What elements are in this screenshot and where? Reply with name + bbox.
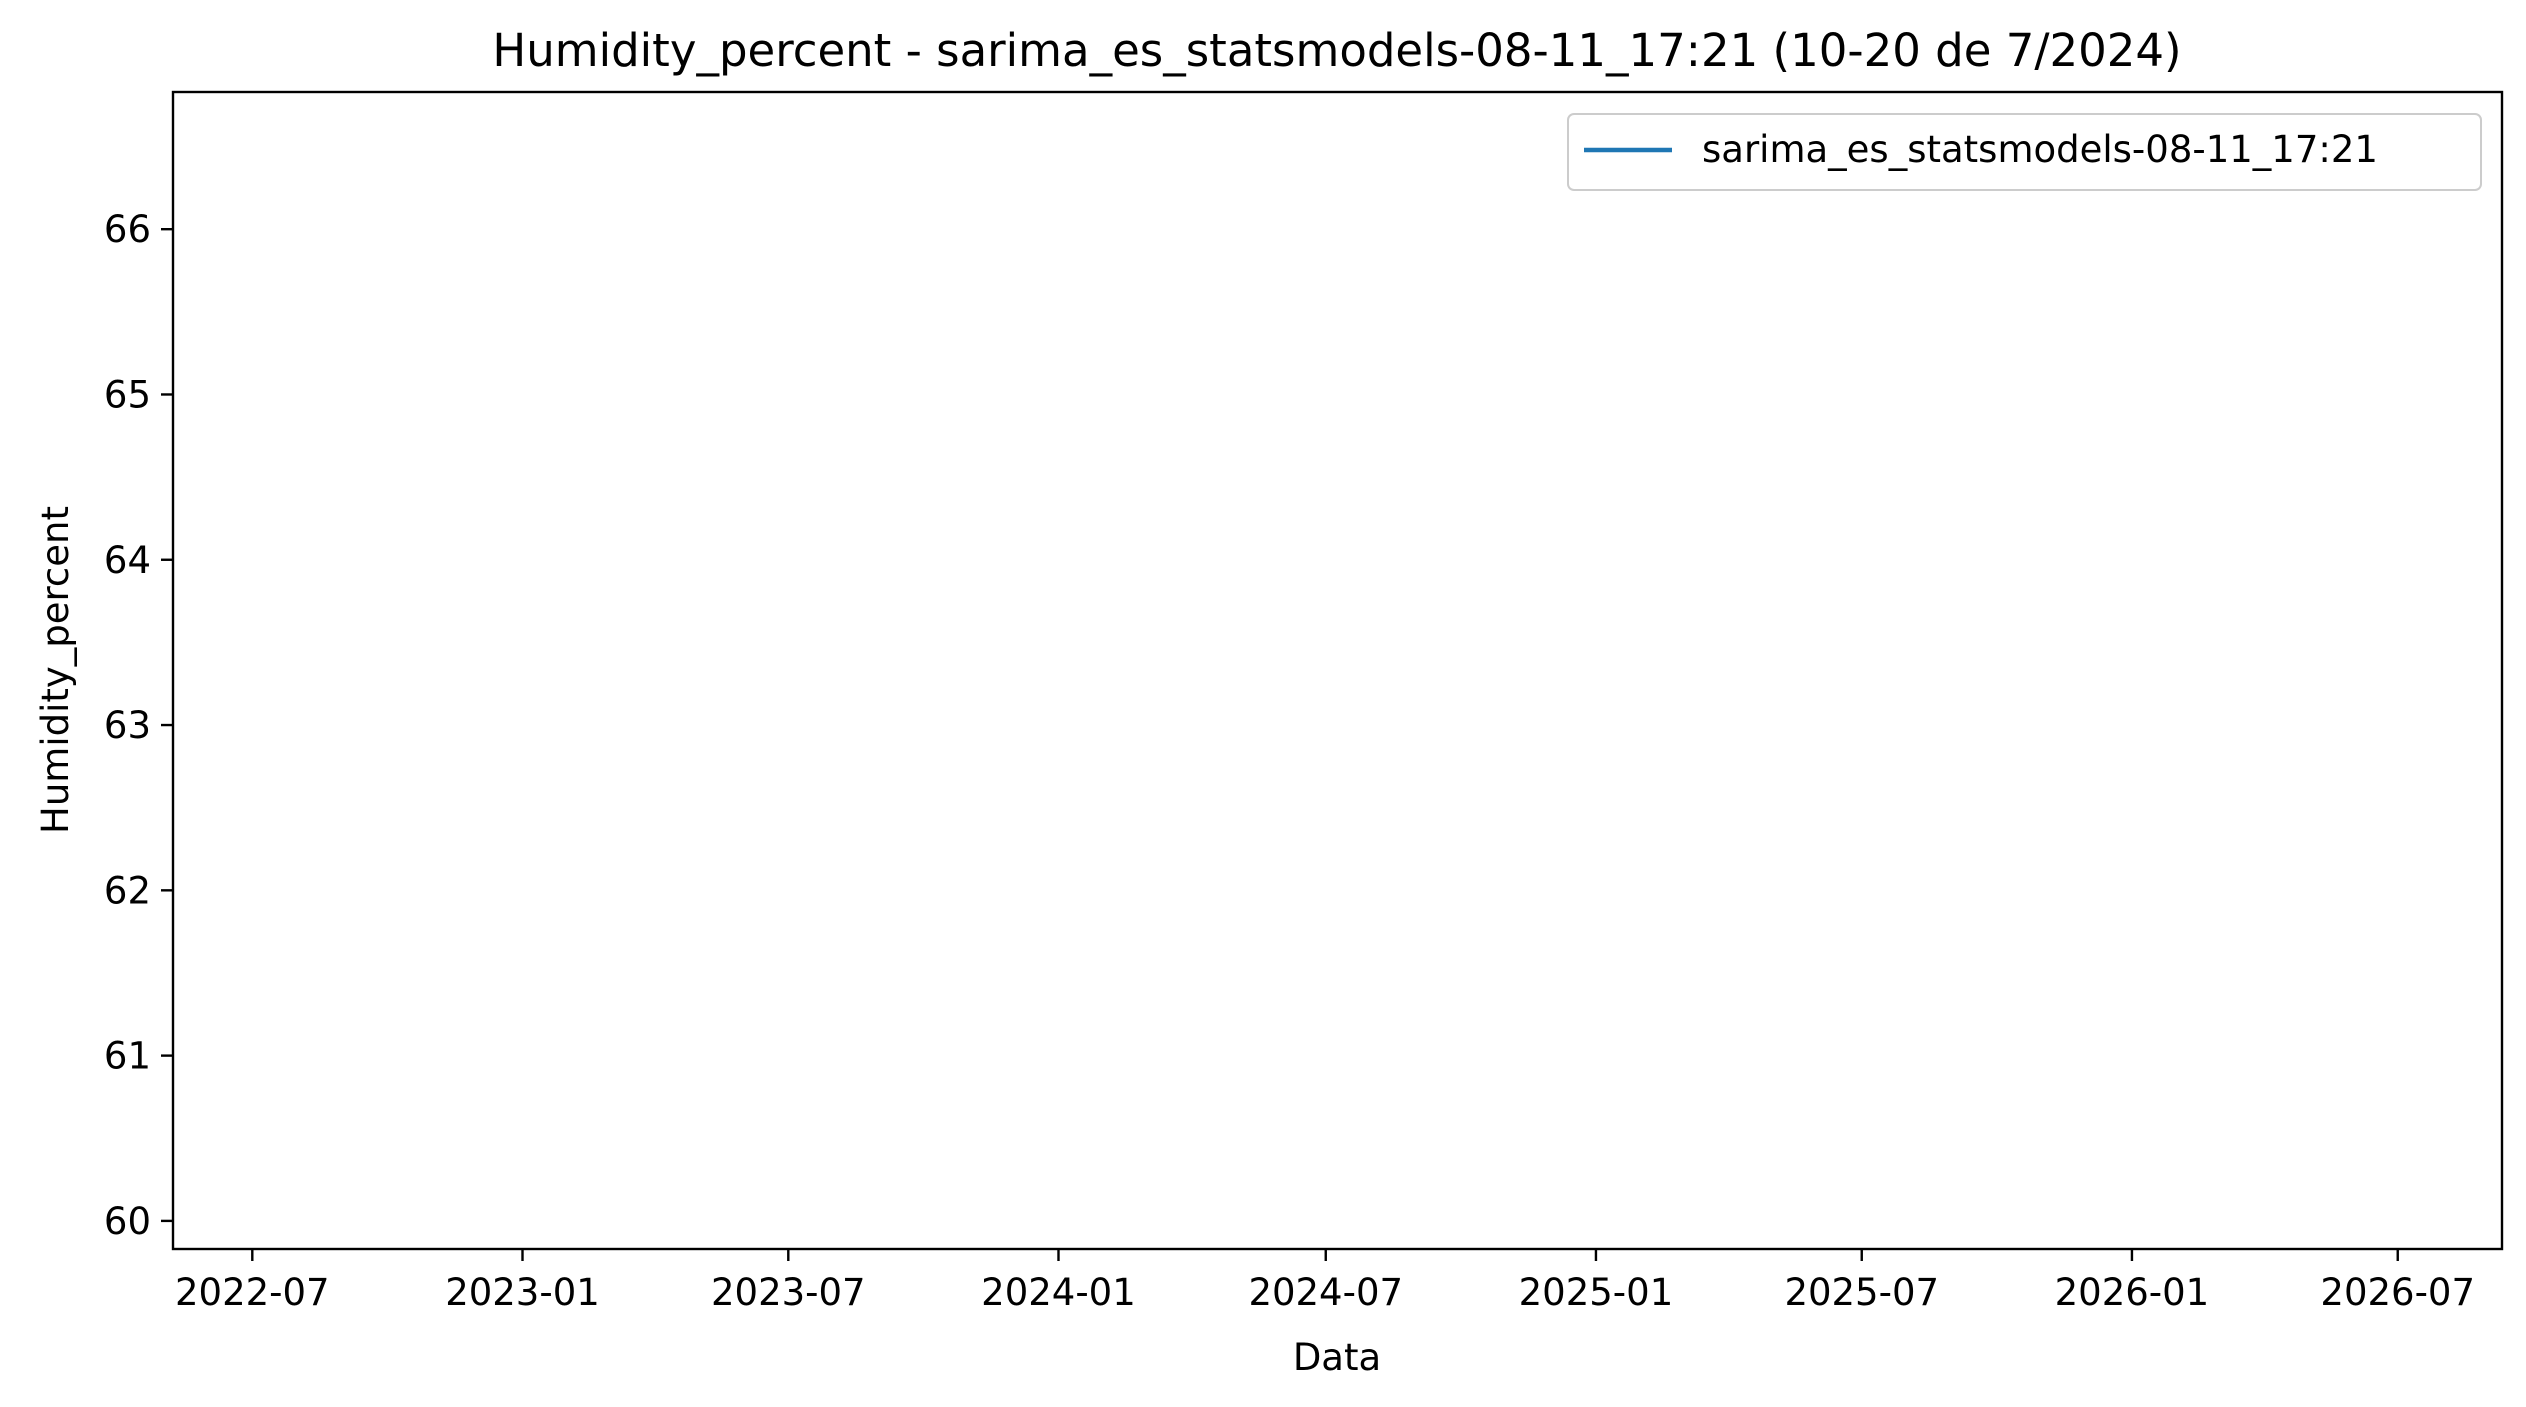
- x-tick-label: 2023-01: [445, 1271, 600, 1314]
- y-tick-label: 63: [104, 704, 151, 747]
- x-tick-label: 2022-07: [175, 1271, 330, 1314]
- y-tick-label: 61: [104, 1035, 151, 1078]
- x-tick-label: 2026-01: [2055, 1271, 2210, 1314]
- y-axis: 60 61 62 63 64 65 66: [104, 208, 173, 1243]
- y-tick-label: 65: [104, 373, 151, 416]
- chart-title: Humidity_percent - sarima_es_statsmodels…: [492, 24, 2181, 77]
- x-tick-label: 2025-01: [1519, 1271, 1674, 1314]
- x-tick-label: 2026-07: [2320, 1271, 2475, 1314]
- x-axis: 2022-07 2023-01 2023-07 2024-01 2024-07 2025-…: [175, 1249, 2475, 1314]
- x-tick-label: 2023-07: [711, 1271, 866, 1314]
- legend-label: sarima_es_statsmodels-08-11_17:21: [1702, 128, 2378, 171]
- legend: sarima_es_statsmodels-08-11_17:21: [1567, 113, 2482, 191]
- plot-background: [173, 92, 2502, 1249]
- x-tick-label: 2024-01: [981, 1271, 1136, 1314]
- y-axis-label: Humidity_percent: [34, 506, 77, 834]
- y-tick-label: 64: [104, 539, 151, 582]
- plot-frame: [171, 90, 2504, 1251]
- x-axis-label: Data: [1293, 1336, 1381, 1379]
- legend-frame: [1567, 113, 2482, 191]
- plot-area: [171, 90, 2504, 1251]
- x-tick-label: 2024-07: [1248, 1271, 1403, 1314]
- y-tick-label: 66: [104, 208, 151, 251]
- x-tick-label: 2025-07: [1784, 1271, 1939, 1314]
- y-tick-label: 62: [104, 869, 151, 912]
- y-tick-label: 60: [104, 1200, 151, 1243]
